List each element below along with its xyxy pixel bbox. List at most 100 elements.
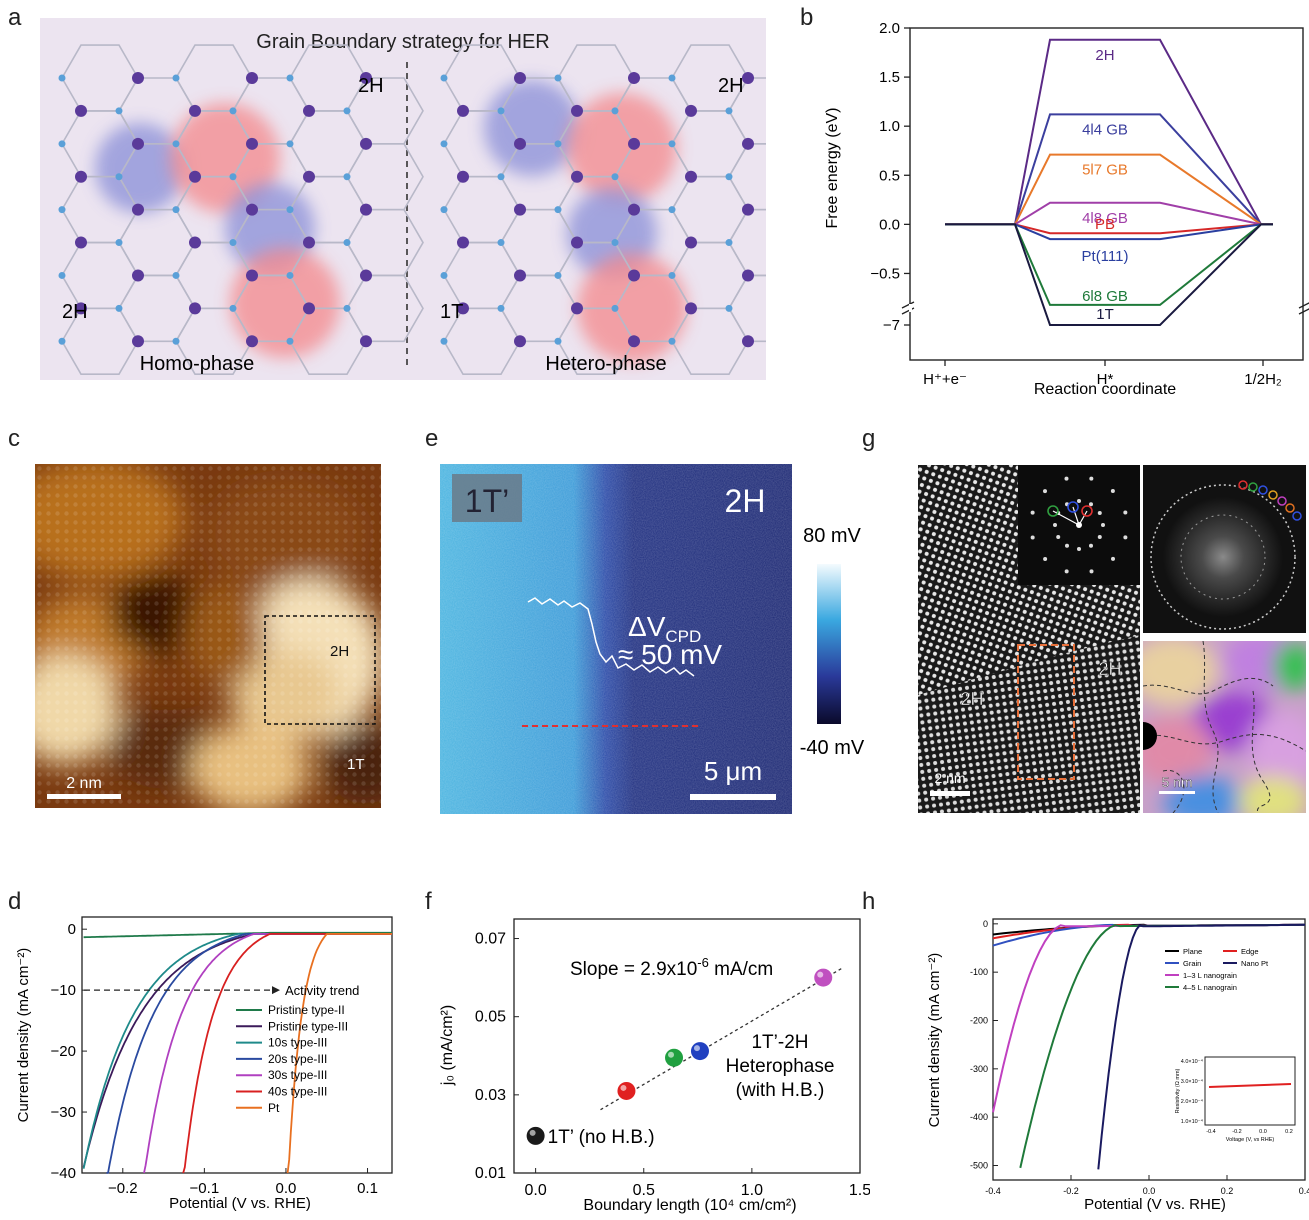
- s-atom: [286, 206, 294, 214]
- s-atom: [611, 304, 619, 312]
- panel-a-svg: Grain Boundary strategy for HER 2H 2H Ho…: [40, 18, 806, 380]
- fft-spot: [1111, 556, 1116, 561]
- chart-h-inset-xtick: -0.4: [1206, 1129, 1215, 1135]
- map-scale-bar: [1159, 791, 1195, 794]
- colorbar-gradient: [817, 564, 841, 724]
- kpfm-colorbar-svg: 80 mV -40 mV: [800, 525, 865, 759]
- panel-label-c: c: [8, 425, 20, 452]
- chart-b-xtick-label: H*: [1097, 371, 1114, 388]
- chart-h-ylabel: Current density (mA cm⁻²): [926, 953, 943, 1128]
- orientation-map-svg: 5 nm: [1143, 641, 1306, 813]
- chart-h-xlabel: Potential (V vs. RHE): [1084, 1196, 1226, 1213]
- chart-b-axis-break-right: [1298, 302, 1309, 315]
- s-atom: [229, 304, 237, 312]
- chart-f-point-1: [617, 1081, 636, 1100]
- s-atom: [668, 74, 676, 82]
- mo-atom: [246, 137, 258, 150]
- fft-spot: [1064, 569, 1069, 574]
- s-atom: [440, 206, 448, 214]
- chart-f-ylabel: j₀ (mA/cm²): [439, 1005, 456, 1086]
- kpfm-delta-value: ≈ 50 mV: [618, 639, 722, 670]
- chart-d-annotation: Activity trend: [285, 983, 359, 998]
- chart-h-curve-2: [992, 923, 1305, 947]
- s-atom: [497, 107, 505, 115]
- panel-c-svg: 2H 1T 2 nm: [35, 464, 381, 808]
- panel-label-d: d: [8, 888, 22, 915]
- mo-atom: [189, 170, 201, 183]
- panel-label-e: e: [425, 425, 439, 452]
- chart-h-legend-label: Edge: [1241, 947, 1259, 956]
- mo-atom: [514, 335, 526, 348]
- chart-f-ytick-label: 0.07: [475, 931, 506, 948]
- mo-atom: [742, 203, 754, 216]
- chart-f-slope-label: Slope = 2.9x10-6 mA/cm: [570, 955, 773, 980]
- chart-h-xtick-label: 0.4: [1299, 1186, 1309, 1196]
- s-atom: [229, 107, 237, 115]
- s-atom: [115, 107, 123, 115]
- chart-b-svg: Free energy (eV) Reaction coordinate 2.0…: [824, 20, 1309, 398]
- panel-e-svg: 1T’ 2H ΔVCPD ≈ 50 mV 5 μm: [440, 464, 792, 814]
- s-atom: [611, 173, 619, 181]
- chart-f-hetero-label-2: Heterophase: [726, 1056, 835, 1077]
- mo-atom: [742, 335, 754, 348]
- s-atom: [440, 337, 448, 345]
- s-atom: [115, 304, 123, 312]
- fft-vector: [1072, 506, 1080, 526]
- s-atom: [668, 140, 676, 148]
- s-atom: [554, 74, 562, 82]
- colorbar-max: 80 mV: [803, 525, 861, 547]
- lattice-left: [58, 44, 424, 375]
- chart-f-point-highlight: [668, 1051, 675, 1058]
- fft-marker: [1067, 501, 1079, 513]
- chart-d-arrow-head: [272, 986, 280, 995]
- mo-atom: [457, 302, 469, 315]
- chart-f-point-0: [526, 1126, 545, 1145]
- fft-spot: [1089, 569, 1094, 574]
- chart-b-ytick-label: −7: [883, 317, 900, 334]
- s-atom: [725, 304, 733, 312]
- left-top-label: 2H: [358, 75, 384, 97]
- panel-g-svg: 2H 2H 2 nm: [918, 465, 1140, 813]
- s-atom: [286, 140, 294, 148]
- s-atom: [58, 206, 66, 214]
- chart-f-svg: j₀ (mA/cm²) Boundary length (10⁴ cm/cm²)…: [439, 918, 871, 1214]
- mo-atom: [246, 72, 258, 84]
- mo-atom: [685, 170, 697, 183]
- chart-b-label-2h: 2H: [1095, 47, 1114, 64]
- chart-d-curve-1: [82, 932, 392, 1168]
- kpfm-profile-line: [527, 597, 695, 677]
- fft-spot: [1030, 535, 1035, 540]
- s-atom: [343, 239, 351, 247]
- chart-h-inset-ytick: 3.0×10⁻⁴: [1181, 1078, 1204, 1085]
- chart-b-break-gap: [909, 304, 912, 312]
- stm-1t-label: 1T: [347, 756, 365, 773]
- diffraction-halo: [1163, 497, 1283, 617]
- s-atom: [440, 271, 448, 279]
- fft-spot: [1043, 557, 1048, 562]
- right-bottom-label: 1T: [440, 301, 463, 323]
- mo-atom: [628, 137, 640, 150]
- s-atom: [554, 271, 562, 279]
- diffraction-markers: [1238, 480, 1302, 521]
- chart-d-ytick-label: −10: [51, 982, 76, 999]
- s-atom: [343, 304, 351, 312]
- chart-d-curve-6: [286, 932, 392, 1174]
- panel-g-diffraction: [1143, 465, 1306, 633]
- mo-atom: [246, 269, 258, 282]
- mo-atom: [303, 302, 315, 315]
- mo-atom: [132, 269, 144, 282]
- chart-h-xtick-label: 0.0: [1143, 1186, 1156, 1196]
- fft-spot: [1030, 510, 1035, 515]
- panel-label-f: f: [425, 888, 432, 915]
- chart-f-point-highlight: [693, 1045, 700, 1052]
- chart-b-ytick-label: 2.0: [879, 20, 900, 37]
- mo-atom: [132, 335, 144, 348]
- chart-f-point-highlight: [529, 1129, 536, 1136]
- chart-b-line-1t: [945, 223, 1273, 326]
- mo-atom: [628, 203, 640, 216]
- chart-h-inset-ylabel: Resistivity (Ω mm): [1175, 1068, 1181, 1113]
- chart-b-xtick-label: H⁺+e⁻: [923, 371, 967, 388]
- chart-f-point-4: [814, 968, 833, 987]
- chart-f-ytick-label: 0.01: [475, 1165, 506, 1182]
- chart-h-inset-frame: [1204, 1056, 1296, 1126]
